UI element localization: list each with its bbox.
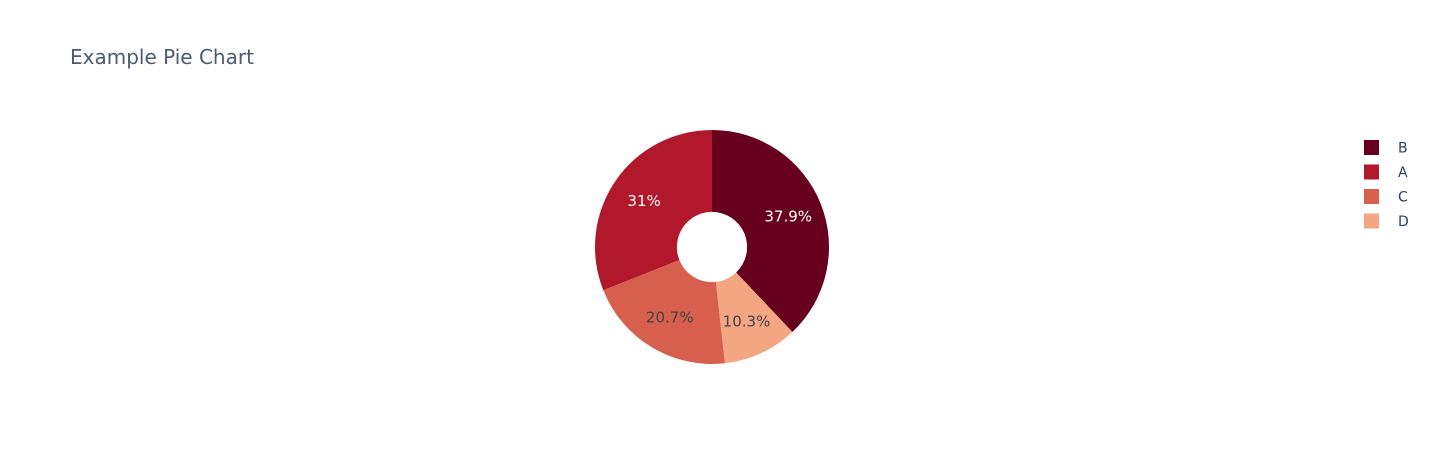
legend-swatch-a <box>1364 164 1379 180</box>
pie-slice-d[interactable] <box>715 272 793 364</box>
slice-label-c: 20.7% <box>646 308 694 326</box>
pie-slices <box>595 130 830 365</box>
legend-swatch-c <box>1364 189 1379 204</box>
chart-title: Example Pie Chart <box>70 45 254 69</box>
legend-label-d: D <box>1398 214 1409 230</box>
legend-item-a[interactable]: A <box>1364 164 1408 182</box>
legend-swatch-d <box>1364 213 1379 229</box>
pie-slice-b[interactable] <box>712 130 830 332</box>
legend-swatch-b <box>1364 140 1379 155</box>
legend-item-b[interactable]: B <box>1364 140 1408 157</box>
legend-label-b: B <box>1398 141 1408 157</box>
legend-label-c: C <box>1398 190 1408 206</box>
pie-slice-a[interactable] <box>595 130 712 291</box>
pie-slice-c[interactable] <box>603 259 725 365</box>
slice-label-a: 31% <box>627 192 660 210</box>
pie-slice-labels: 37.9% 10.3% 20.7% 31% <box>627 192 812 330</box>
slice-label-b: 37.9% <box>764 208 812 226</box>
legend-item-c[interactable]: C <box>1364 189 1408 206</box>
slice-label-d: 10.3% <box>723 312 771 330</box>
legend-item-d[interactable]: D <box>1364 213 1409 231</box>
legend-label-a: A <box>1398 165 1408 181</box>
